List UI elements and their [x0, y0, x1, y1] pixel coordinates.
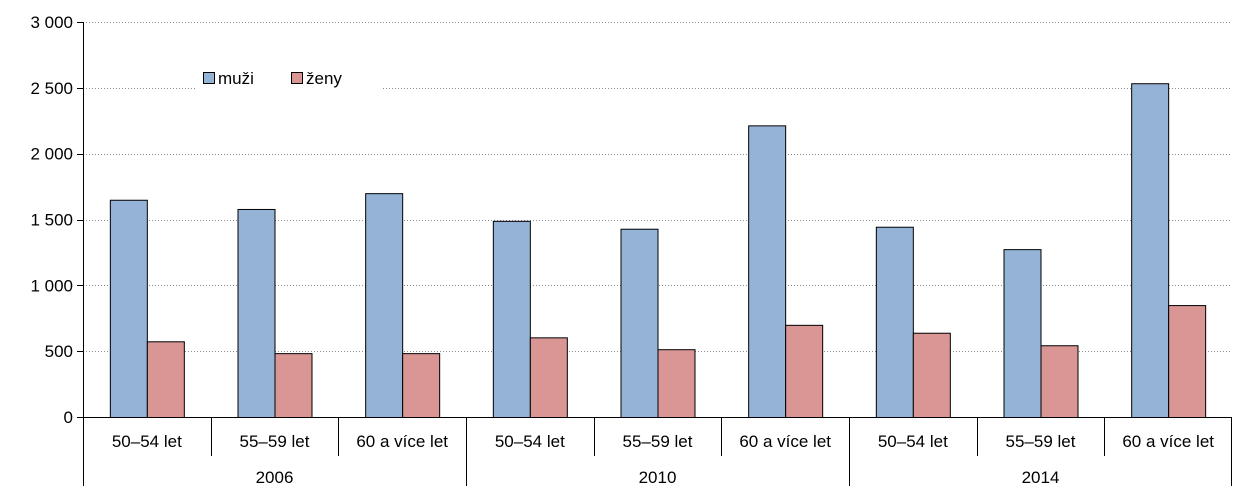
category-label-4: 55–59 let	[623, 432, 693, 451]
y-tick-label-1: 500	[45, 342, 73, 361]
legend: muži ženy	[196, 64, 382, 94]
category-label-0: 50–54 let	[112, 432, 182, 451]
bar-muzi-8	[1131, 83, 1170, 418]
group-label-2010: 2010	[639, 468, 677, 487]
category-label-8: 60 a více let	[1122, 432, 1214, 451]
bar-zeny-4	[657, 349, 696, 419]
y-tick-label-0: 0	[64, 408, 73, 427]
legend-swatch-muzi	[203, 72, 215, 84]
bars	[109, 83, 1207, 419]
category-label-2: 60 a více let	[356, 432, 448, 451]
bar-muzi-5	[748, 125, 787, 418]
y-tick-label-2: 1 000	[30, 276, 73, 295]
bar-zeny-3	[529, 337, 568, 419]
axes	[77, 22, 1232, 486]
category-label-7: 55–59 let	[1006, 432, 1076, 451]
y-tick-label-6: 3 000	[30, 13, 73, 32]
y-axis-tick-labels: 0 500 1 000 1 500 2 000 2 500 3 000	[30, 13, 73, 427]
category-label-3: 50–54 let	[495, 432, 565, 451]
bar-zeny-2	[402, 353, 441, 418]
bar-muzi-7	[1003, 249, 1042, 418]
bar-zeny-1	[274, 353, 313, 418]
category-label-1: 55–59 let	[240, 432, 310, 451]
bar-muzi-3	[492, 220, 531, 418]
legend-label-muzi: muži	[218, 69, 254, 88]
group-label-2014: 2014	[1022, 468, 1060, 487]
legend-swatch-zeny	[291, 72, 303, 84]
bar-zeny-8	[1168, 305, 1207, 419]
category-label-5: 60 a více let	[739, 432, 831, 451]
y-tick-label-3: 1 500	[30, 211, 73, 230]
y-tick-label-5: 2 500	[30, 79, 73, 98]
legend-label-zeny: ženy	[306, 69, 342, 88]
y-tick-label-4: 2 000	[30, 145, 73, 164]
bar-zeny-7	[1040, 345, 1079, 418]
bar-muzi-1	[237, 208, 276, 418]
bar-zeny-0	[146, 341, 185, 418]
bar-muzi-4	[620, 228, 659, 418]
bar-zeny-6	[912, 332, 951, 419]
bar-muzi-2	[365, 193, 404, 418]
group-label-2006: 2006	[256, 468, 294, 487]
bar-muzi-6	[875, 226, 914, 418]
bar-zeny-5	[785, 324, 824, 419]
legend-background	[196, 64, 382, 94]
x-axis-labels: 50–54 let 55–59 let 60 a více let 50–54 let…	[112, 432, 1214, 487]
category-label-6: 50–54 let	[878, 432, 948, 451]
bar-muzi-0	[109, 199, 148, 418]
